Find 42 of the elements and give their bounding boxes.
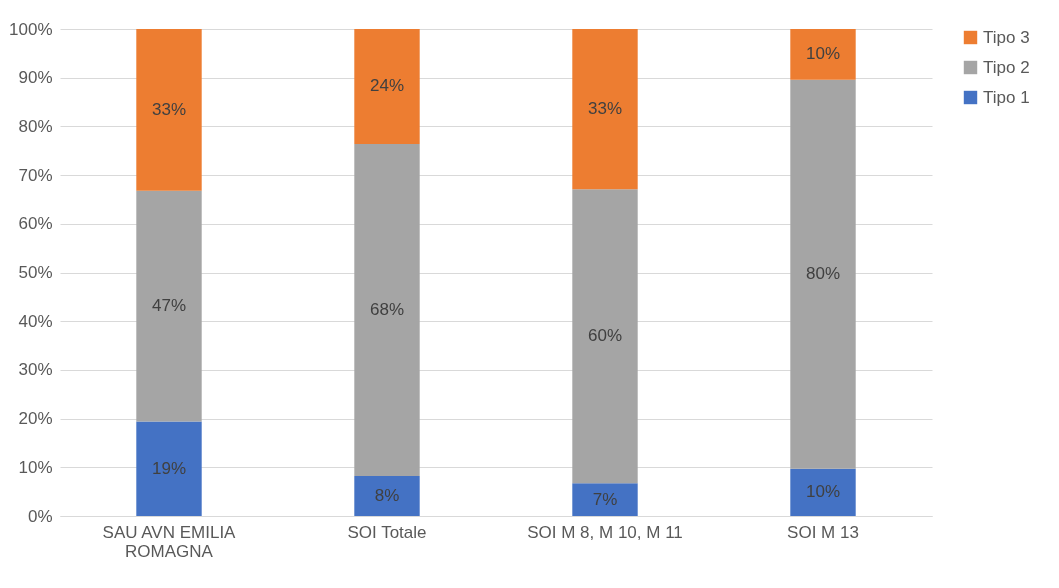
x-tick-label: SOI M 13	[787, 522, 859, 542]
y-tick-label: 20%	[18, 409, 53, 429]
x-tick-label: SAU AVN EMILIA ROMAGNA	[102, 522, 237, 561]
data-label: 80%	[805, 264, 841, 284]
data-label: 19%	[151, 458, 187, 478]
bar	[572, 483, 638, 516]
bar	[790, 79, 856, 469]
y-tick-label: 30%	[18, 360, 53, 380]
bar	[572, 29, 638, 190]
x-tick-label: SOI M 8, M 10, M 11	[527, 522, 683, 542]
y-tick-label: 80%	[18, 116, 53, 136]
y-tick-label: 40%	[18, 311, 53, 331]
legend-label: Tipo 2	[983, 57, 1030, 77]
bar	[354, 143, 420, 477]
x-tick-label: SOI Totale	[347, 522, 427, 542]
data-label: 33%	[151, 99, 187, 119]
data-label: 24%	[369, 76, 405, 96]
bar	[136, 421, 202, 516]
bar	[136, 190, 202, 422]
data-label: 60%	[587, 326, 623, 346]
bar	[136, 29, 202, 191]
bar	[790, 29, 856, 80]
data-label: 10%	[805, 482, 841, 502]
y-tick-label: 0%	[27, 506, 53, 526]
data-label: 8%	[374, 486, 400, 506]
bar	[354, 476, 420, 516]
data-label: 68%	[369, 300, 405, 319]
data-label: 7%	[592, 489, 618, 509]
data-label: 33%	[587, 99, 623, 119]
bar	[572, 189, 638, 484]
legend-label: Tipo 3	[983, 27, 1030, 47]
data-label: 47%	[151, 296, 187, 316]
data-label: 10%	[805, 44, 841, 64]
legend-label: Tipo 1	[983, 87, 1030, 107]
bar	[790, 468, 856, 516]
y-tick-label: 50%	[18, 263, 53, 282]
y-tick-label: 10%	[18, 457, 53, 477]
bar	[354, 29, 420, 144]
y-tick-label: 60%	[18, 214, 53, 234]
y-tick-label: 100%	[9, 19, 53, 39]
y-tick-label: 90%	[18, 68, 53, 88]
y-tick-label: 70%	[18, 165, 53, 185]
